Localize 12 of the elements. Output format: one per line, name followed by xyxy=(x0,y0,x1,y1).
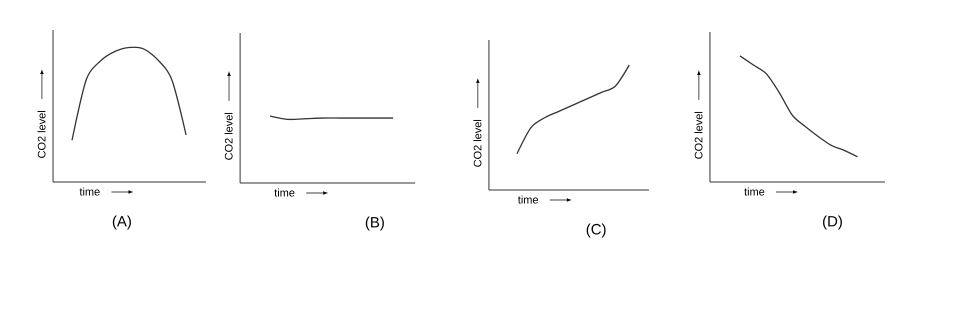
text: (A) xyxy=(112,216,131,230)
y-axis-title: CO2 level xyxy=(37,111,46,158)
x-axis-title: time xyxy=(744,188,764,196)
text: (C) xyxy=(586,224,606,238)
x-axis-title: time xyxy=(274,188,294,197)
x-axis-title: time xyxy=(80,188,100,196)
y-axis-title: CO2 level xyxy=(694,112,702,159)
y-axis-title: CO2 level xyxy=(224,112,233,160)
text: (D) xyxy=(823,216,842,230)
text: (B) xyxy=(366,216,384,230)
y-axis-title: CO2 level xyxy=(473,120,482,167)
x-axis-title: time xyxy=(518,196,538,204)
